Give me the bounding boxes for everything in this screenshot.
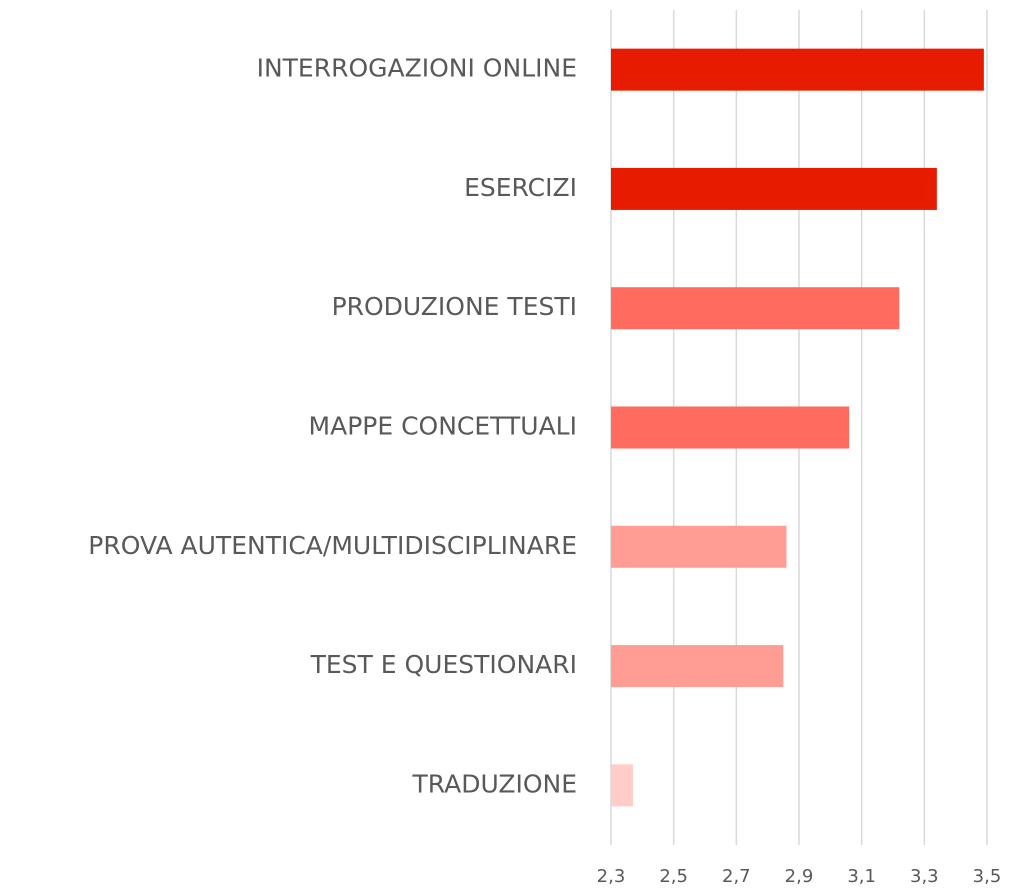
category-label: PROVA AUTENTICA/MULTIDISCIPLINARE (88, 531, 577, 560)
category-label: TEST E QUESTIONARI (310, 650, 577, 679)
x-tick-label: 2,9 (785, 866, 814, 887)
bar (611, 645, 784, 688)
x-tick-label: 3,1 (847, 866, 876, 887)
x-tick-label: 3,5 (973, 866, 1002, 887)
category-label: MAPPE CONCETTUALI (309, 412, 577, 441)
category-label: PRODUZIONE TESTI (332, 292, 577, 321)
bar (611, 406, 850, 449)
bar (611, 525, 787, 568)
bar (611, 48, 984, 91)
category-label: TRADUZIONE (411, 769, 577, 798)
x-tick-label: 3,3 (910, 866, 939, 887)
x-tick-label: 2,5 (659, 866, 688, 887)
bar (611, 287, 900, 330)
bar (611, 764, 633, 807)
category-label: INTERROGAZIONI ONLINE (257, 54, 577, 83)
bar (611, 167, 937, 210)
category-label: ESERCIZI (464, 173, 577, 202)
x-tick-label: 2,7 (722, 866, 751, 887)
x-tick-label: 2,3 (597, 866, 626, 887)
